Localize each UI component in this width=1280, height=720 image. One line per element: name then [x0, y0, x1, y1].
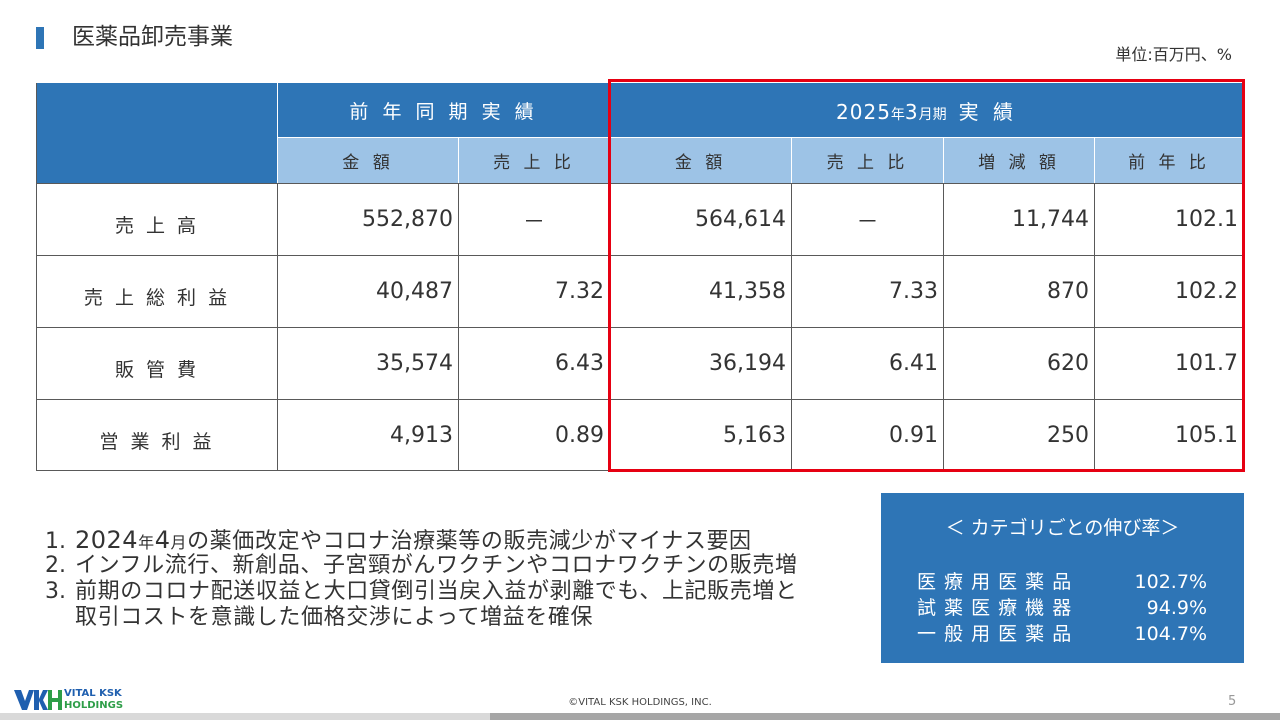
ratio-cell: －	[791, 183, 945, 256]
page-number: 5	[1228, 694, 1237, 709]
change-cell: 11,744	[943, 183, 1096, 256]
category-rate: 94.9%	[1146, 597, 1207, 619]
yoy-cell: 101.7	[1094, 327, 1245, 400]
table-row: 売 上 総 利 益 40,487 7.32 41,358 7.33 870 10…	[36, 255, 1245, 328]
footer-bar-left	[0, 713, 490, 720]
column-header-amount: 金 額	[609, 137, 793, 184]
note-number: 1.	[45, 529, 66, 554]
company-logo: VITAL KSK HOLDINGS	[14, 688, 144, 712]
yoy-cell: 102.2	[1094, 255, 1245, 328]
row-label: 売 上 総 利 益	[36, 255, 278, 328]
financial-table: 前 年 同 期 実 績 2025年3月期実 績 金 額 売 上 比 金 額 売 …	[36, 82, 1245, 471]
header-current-period: 2025年3月期実 績	[609, 82, 1245, 138]
note-text: インフル流行、新創品、子宮頸がんワクチンやコロナワクチンの販売増	[75, 553, 798, 578]
amount-cell: 41,358	[609, 255, 793, 328]
yoy-cell: 102.1	[1094, 183, 1245, 256]
ratio-cell: 0.91	[791, 399, 945, 471]
unit-label: 単位:百万円、%	[1115, 45, 1232, 64]
category-name: 医 療 用 医 薬 品	[917, 571, 1073, 593]
prior-ratio-cell: 6.43	[457, 327, 611, 400]
notes-list: 1. 2024年4月の薬価改定やコロナ治療薬等の販売減少がマイナス要因 2. インフ…	[45, 527, 845, 631]
column-header-yoy: 前 年 比	[1094, 137, 1245, 184]
prior-amount-cell: 35,574	[277, 327, 459, 400]
current-period-label: 実 績	[958, 99, 1018, 124]
table-row: 販 管 費 35,574 6.43 36,194 6.41 620 101.7	[36, 327, 1245, 400]
title-accent-bar	[36, 27, 44, 49]
column-header-prior-ratio: 売 上 比	[457, 137, 611, 184]
category-rate: 102.7%	[1134, 571, 1207, 593]
current-period-year-suffix: 年	[890, 106, 905, 123]
amount-cell: 564,614	[609, 183, 793, 256]
table-row: 営 業 利 益 4,913 0.89 5,163 0.91 250 105.1	[36, 399, 1245, 471]
copyright: ©VITAL KSK HOLDINGS, INC.	[568, 697, 712, 708]
current-period-month: 3	[904, 99, 919, 124]
note-number: 2.	[45, 553, 66, 578]
row-label: 売 上 高	[36, 183, 278, 256]
logo-text-line1: VITAL KSK	[64, 688, 122, 699]
current-period-year: 2025	[836, 99, 891, 124]
column-header-change: 増 減 額	[943, 137, 1096, 184]
yoy-cell: 105.1	[1094, 399, 1245, 471]
note-item-3-continuation: 取引コストを意識した価格交渉によって増益を確保	[45, 605, 845, 631]
category-name: 試 薬 医 療 機 器	[917, 597, 1073, 619]
header-prior-period: 前 年 同 期 実 績	[276, 82, 611, 138]
note-text: の薬価改定やコロナ治療薬等の販売減少がマイナス要因	[187, 529, 752, 554]
column-header-prior-amount: 金 額	[277, 137, 459, 184]
prior-ratio-cell: －	[457, 183, 611, 256]
amount-cell: 5,163	[609, 399, 793, 471]
amount-cell: 36,194	[609, 327, 793, 400]
footer-bar-right	[490, 713, 1280, 720]
note-text: 前期のコロナ配送収益と大口貸倒引当戻入益が剥離でも、上記販売増と	[75, 579, 798, 604]
table-header-corner	[36, 82, 278, 184]
page-title: 医薬品卸売事業	[72, 24, 233, 50]
row-label: 販 管 費	[36, 327, 278, 400]
ratio-cell: 6.41	[791, 327, 945, 400]
note-text: 取引コストを意識した価格交渉によって増益を確保	[75, 605, 594, 630]
row-label: 営 業 利 益	[36, 399, 278, 471]
category-growth-title: ＜ カテゴリごとの伸び率＞	[945, 517, 1180, 539]
prior-ratio-cell: 7.32	[457, 255, 611, 328]
prior-amount-cell: 552,870	[277, 183, 459, 256]
note-item-3: 3. 前期のコロナ配送収益と大口貸倒引当戻入益が剥離でも、上記販売増と	[45, 579, 845, 605]
category-row: 医 療 用 医 薬 品 102.7%	[917, 569, 1207, 595]
ratio-cell: 7.33	[791, 255, 945, 328]
company-logo-mark-icon	[14, 690, 62, 710]
table-header-row: 前 年 同 期 実 績 2025年3月期実 績	[36, 82, 1245, 184]
table-subheader-row: 金 額 売 上 比 金 額 売 上 比 増 減 額 前 年 比	[37, 137, 1245, 184]
logo-text-line2: HOLDINGS	[64, 700, 124, 711]
change-cell: 250	[943, 399, 1096, 471]
note-item-1: 1. 2024年4月の薬価改定やコロナ治療薬等の販売減少がマイナス要因	[45, 526, 845, 554]
note-text-month-suffix: 月	[170, 533, 188, 552]
note-number: 3.	[45, 579, 66, 604]
change-cell: 620	[943, 327, 1096, 400]
category-row: 一 般 用 医 薬 品 104.7%	[917, 621, 1207, 647]
note-text-year: 2024	[75, 526, 139, 554]
table-row: 売 上 高 552,870 － 564,614 － 11,744 102.1	[36, 183, 1245, 256]
note-item-2: 2. インフル流行、新創品、子宮頸がんワクチンやコロナワクチンの販売増	[45, 553, 845, 579]
column-header-ratio: 売 上 比	[791, 137, 945, 184]
note-text-month: 4	[154, 526, 171, 554]
prior-amount-cell: 4,913	[277, 399, 459, 471]
prior-amount-cell: 40,487	[277, 255, 459, 328]
note-text-year-suffix: 年	[138, 533, 155, 552]
category-name: 一 般 用 医 薬 品	[917, 623, 1073, 645]
category-row: 試 薬 医 療 機 器 94.9%	[917, 595, 1207, 621]
category-growth-box: ＜ カテゴリごとの伸び率＞ 医 療 用 医 薬 品 102.7% 試 薬 医 療…	[881, 493, 1244, 663]
category-rate: 104.7%	[1134, 623, 1207, 645]
prior-ratio-cell: 0.89	[457, 399, 611, 471]
change-cell: 870	[943, 255, 1096, 328]
current-period-month-suffix: 月期	[918, 106, 947, 123]
